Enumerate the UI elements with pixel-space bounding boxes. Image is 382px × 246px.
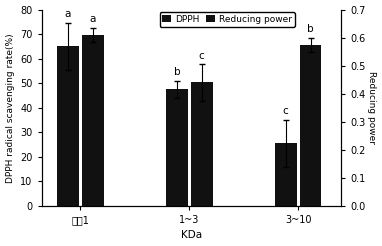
Bar bbox=[275, 143, 296, 206]
Legend: DPPH, Reducing power: DPPH, Reducing power bbox=[160, 12, 295, 27]
Bar bbox=[57, 46, 79, 206]
Bar bbox=[166, 89, 188, 206]
Bar bbox=[82, 35, 104, 206]
Text: c: c bbox=[199, 51, 205, 61]
Y-axis label: DPPH radical scavenging rate(%): DPPH radical scavenging rate(%) bbox=[6, 33, 15, 183]
Text: b: b bbox=[173, 67, 180, 77]
Y-axis label: Reducing power: Reducing power bbox=[367, 71, 376, 144]
Bar bbox=[191, 82, 213, 206]
Text: b: b bbox=[307, 24, 314, 34]
Bar bbox=[300, 45, 322, 206]
Text: c: c bbox=[283, 106, 288, 116]
Text: a: a bbox=[65, 9, 71, 19]
X-axis label: KDa: KDa bbox=[181, 231, 202, 240]
Text: a: a bbox=[90, 15, 96, 24]
